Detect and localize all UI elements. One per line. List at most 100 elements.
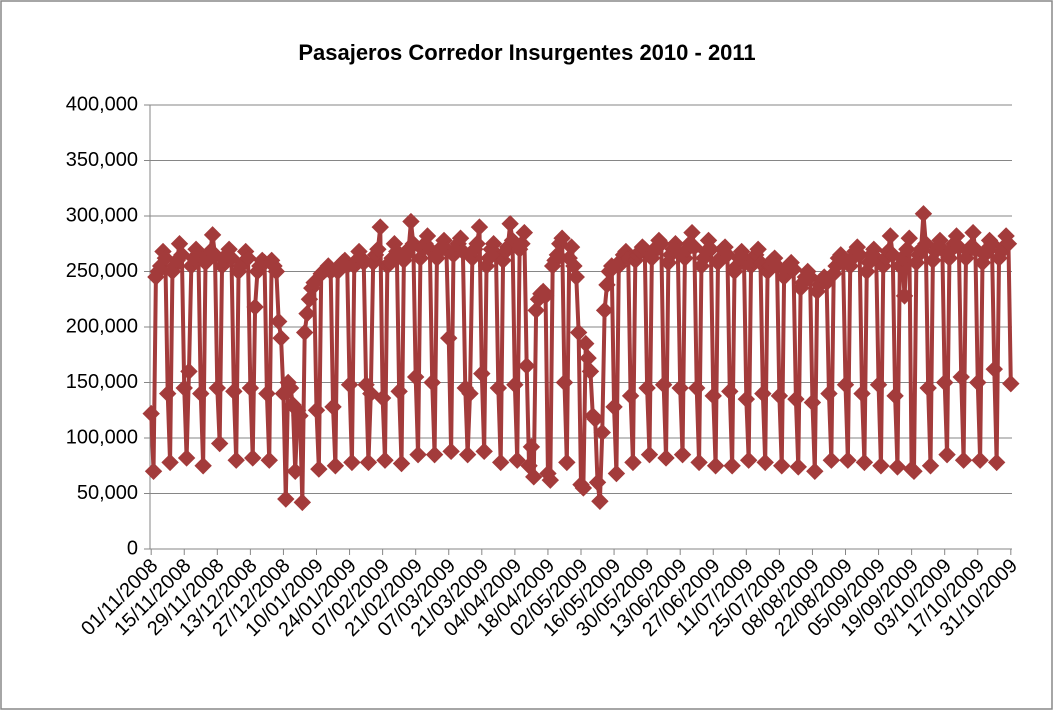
data-point [142, 404, 160, 423]
data-point [595, 301, 614, 320]
data-point [208, 379, 227, 397]
y-tick-label: 250,000 [66, 260, 138, 282]
data-point [919, 379, 937, 397]
data-point [239, 249, 257, 267]
data-point [969, 373, 987, 392]
data-point [577, 334, 595, 353]
data-point [822, 451, 841, 469]
data-point [588, 473, 607, 492]
y-tick-label: 0 [127, 537, 138, 559]
data-point [721, 382, 739, 401]
data-point [525, 468, 543, 486]
data-point [671, 379, 689, 397]
data-point [246, 298, 264, 316]
data-point [527, 301, 545, 320]
data-point [241, 379, 260, 397]
y-tick-label: 150,000 [66, 371, 138, 393]
data-point [272, 329, 290, 347]
data-point [898, 240, 916, 259]
data-point [723, 457, 741, 475]
data-point [506, 376, 524, 394]
data-point [718, 246, 737, 264]
data-point [548, 246, 567, 264]
data-point [277, 490, 295, 508]
data-point [881, 227, 900, 245]
data-point [286, 462, 304, 481]
data-point [359, 453, 378, 472]
data-point [999, 235, 1018, 253]
data-point [494, 251, 512, 270]
data-point [569, 323, 588, 342]
data-point [468, 235, 486, 253]
y-tick-label: 350,000 [66, 149, 138, 171]
data-point [971, 451, 989, 469]
data-point [756, 453, 774, 472]
data-point [373, 389, 392, 407]
data-point [966, 240, 985, 259]
data-point [657, 449, 675, 467]
data-point [888, 458, 907, 476]
data-point [1002, 374, 1020, 393]
y-tick-label: 200,000 [66, 315, 138, 337]
data-point [270, 312, 288, 331]
data-point [914, 205, 933, 223]
data-point [987, 453, 1006, 472]
data-point [310, 460, 328, 478]
data-point [770, 387, 789, 405]
data-point [586, 410, 604, 428]
data-point [470, 218, 489, 236]
data-point [688, 379, 706, 397]
data-point [225, 382, 243, 401]
data-point [517, 357, 536, 375]
data-point [567, 268, 585, 286]
data-point [872, 457, 890, 475]
data-point [489, 379, 508, 397]
data-point [244, 449, 262, 467]
data-point [555, 373, 574, 392]
data-point [343, 453, 361, 472]
data-point [803, 393, 822, 412]
data-point [362, 384, 380, 403]
data-point [293, 493, 312, 512]
data-point [515, 223, 534, 242]
data-point [598, 276, 616, 294]
data-point [440, 329, 458, 347]
data-point [652, 235, 671, 253]
data-point [673, 445, 692, 464]
data-point [371, 218, 389, 236]
data-point [574, 479, 593, 497]
data-point [806, 462, 824, 481]
data-point [508, 451, 526, 469]
data-point [175, 379, 193, 397]
y-tick-label: 300,000 [66, 204, 138, 226]
data-point [850, 246, 869, 264]
data-point [260, 451, 278, 469]
data-point [654, 376, 673, 394]
data-point [789, 458, 807, 476]
data-point [161, 453, 179, 472]
data-point [156, 249, 175, 267]
data-point [836, 376, 855, 394]
data-point [194, 457, 212, 475]
data-point [522, 438, 541, 456]
data-point [541, 471, 560, 489]
data-point [298, 304, 316, 323]
data-point [227, 451, 245, 469]
data-point [985, 360, 1003, 378]
data-point [390, 382, 408, 401]
data-point [858, 262, 876, 281]
data-point [964, 223, 982, 242]
data-point [921, 457, 940, 475]
y-tick-label: 400,000 [66, 93, 138, 115]
data-point [392, 454, 411, 473]
data-point [423, 373, 441, 392]
data-point [839, 451, 857, 469]
data-point [558, 453, 576, 472]
data-point [702, 240, 720, 259]
data-point [491, 453, 510, 472]
data-point [683, 223, 701, 242]
data-point [754, 384, 772, 403]
data-point [513, 235, 531, 253]
data-point [409, 445, 427, 464]
data-point [853, 384, 871, 403]
